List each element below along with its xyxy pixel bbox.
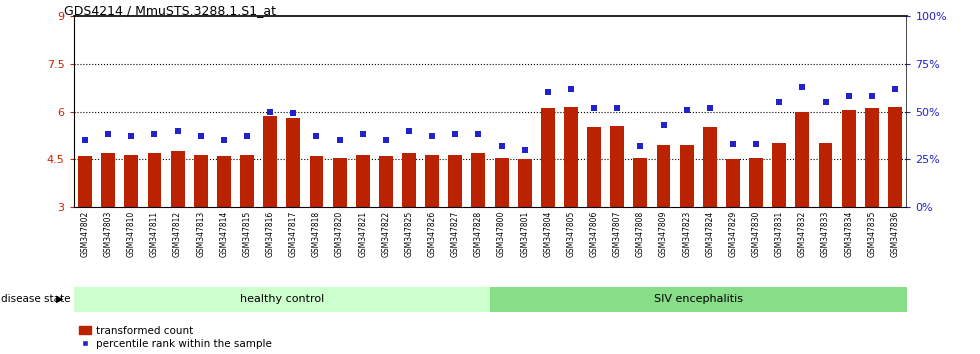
Bar: [749, 158, 763, 207]
Text: GSM347833: GSM347833: [821, 211, 830, 257]
Bar: [332, 158, 347, 207]
Bar: [124, 154, 138, 207]
Bar: [78, 156, 92, 207]
Bar: [356, 154, 369, 207]
Bar: [490, 287, 906, 312]
Bar: [865, 108, 879, 207]
Bar: [495, 158, 509, 207]
Bar: [240, 154, 254, 207]
Bar: [633, 158, 648, 207]
Text: GSM347804: GSM347804: [543, 211, 553, 257]
Text: GSM347818: GSM347818: [312, 211, 321, 257]
Text: GSM347835: GSM347835: [867, 211, 876, 257]
Text: GSM347807: GSM347807: [612, 211, 621, 257]
Text: ▶: ▶: [56, 294, 64, 304]
Bar: [772, 143, 786, 207]
Bar: [171, 152, 184, 207]
Bar: [286, 118, 300, 207]
Bar: [842, 110, 856, 207]
Text: GSM347830: GSM347830: [752, 211, 760, 257]
Bar: [379, 156, 393, 207]
Bar: [517, 159, 531, 207]
Text: GSM347806: GSM347806: [590, 211, 599, 257]
Text: GSM347800: GSM347800: [497, 211, 506, 257]
Text: SIV encephalitis: SIV encephalitis: [654, 294, 743, 304]
Text: GSM347825: GSM347825: [405, 211, 414, 257]
Text: GSM347816: GSM347816: [266, 211, 274, 257]
Bar: [796, 112, 809, 207]
Bar: [564, 107, 578, 207]
Bar: [448, 154, 463, 207]
Text: GSM347815: GSM347815: [242, 211, 252, 257]
Text: GSM347826: GSM347826: [427, 211, 437, 257]
Text: GSM347801: GSM347801: [520, 211, 529, 257]
Bar: [148, 153, 162, 207]
Bar: [657, 145, 670, 207]
Bar: [680, 145, 694, 207]
Text: GSM347820: GSM347820: [335, 211, 344, 257]
Text: GSM347829: GSM347829: [728, 211, 738, 257]
Text: GSM347828: GSM347828: [474, 211, 483, 257]
Bar: [888, 107, 902, 207]
Text: GSM347803: GSM347803: [104, 211, 113, 257]
Text: GSM347813: GSM347813: [196, 211, 205, 257]
Text: GSM347802: GSM347802: [80, 211, 89, 257]
Text: GSM347805: GSM347805: [566, 211, 575, 257]
Text: GSM347817: GSM347817: [289, 211, 298, 257]
Text: GSM347827: GSM347827: [451, 211, 460, 257]
Text: GSM347832: GSM347832: [798, 211, 807, 257]
Text: GSM347836: GSM347836: [891, 211, 900, 257]
Bar: [101, 153, 115, 207]
Text: GSM347821: GSM347821: [359, 211, 368, 257]
Bar: [425, 154, 439, 207]
Bar: [541, 108, 555, 207]
Bar: [264, 116, 277, 207]
Text: GSM347810: GSM347810: [126, 211, 136, 257]
Text: GSM347834: GSM347834: [844, 211, 854, 257]
Text: GSM347812: GSM347812: [173, 211, 182, 257]
Text: GSM347814: GSM347814: [220, 211, 228, 257]
Text: GSM347809: GSM347809: [659, 211, 668, 257]
Text: GSM347831: GSM347831: [775, 211, 784, 257]
Text: GSM347824: GSM347824: [706, 211, 714, 257]
Bar: [194, 154, 208, 207]
Legend: transformed count, percentile rank within the sample: transformed count, percentile rank withi…: [78, 326, 272, 349]
Text: disease state: disease state: [1, 294, 71, 304]
Bar: [74, 287, 490, 312]
Text: GDS4214 / MmuSTS.3288.1.S1_at: GDS4214 / MmuSTS.3288.1.S1_at: [64, 4, 275, 17]
Bar: [217, 156, 231, 207]
Text: GSM347811: GSM347811: [150, 211, 159, 257]
Bar: [471, 153, 485, 207]
Bar: [703, 127, 716, 207]
Bar: [818, 143, 832, 207]
Text: healthy control: healthy control: [240, 294, 323, 304]
Bar: [587, 127, 601, 207]
Text: GSM347823: GSM347823: [682, 211, 691, 257]
Bar: [310, 156, 323, 207]
Text: GSM347822: GSM347822: [381, 211, 390, 257]
Bar: [726, 159, 740, 207]
Bar: [611, 126, 624, 207]
Text: GSM347808: GSM347808: [636, 211, 645, 257]
Bar: [402, 153, 416, 207]
